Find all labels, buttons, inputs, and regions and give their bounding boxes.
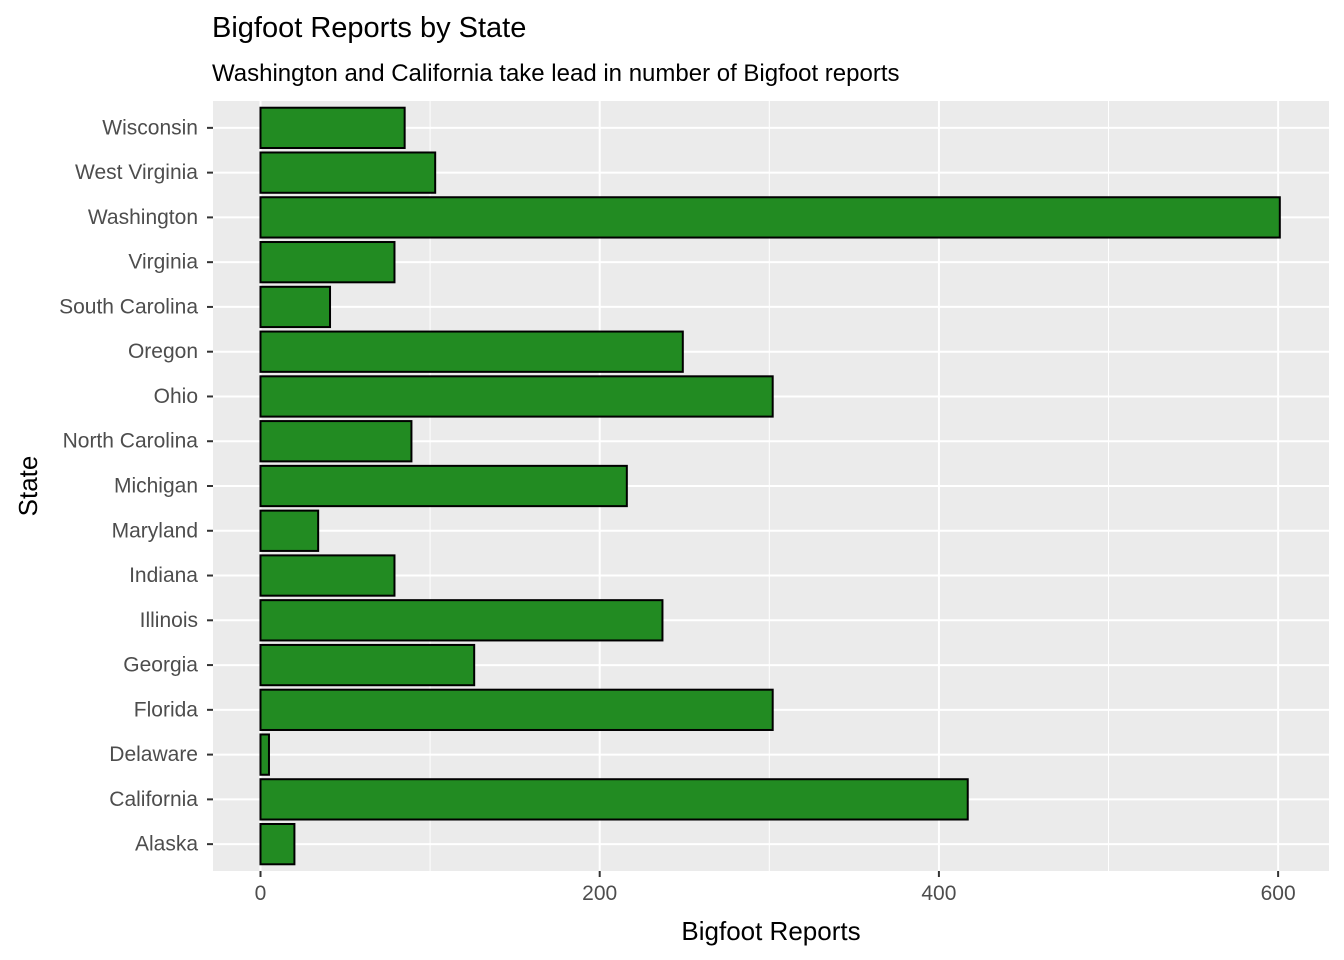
x-axis-title: Bigfoot Reports: [681, 916, 860, 946]
bar: [259, 733, 270, 776]
x-tick-label: 0: [255, 882, 267, 905]
bar: [259, 688, 774, 731]
x-tick-label: 400: [921, 882, 956, 905]
bar: [259, 285, 332, 329]
x-tick-label: 600: [1261, 882, 1296, 905]
y-tick-label: Ohio: [154, 385, 198, 408]
bars: [259, 106, 1281, 866]
chart-subtitle: Washington and California take lead in n…: [212, 60, 900, 87]
y-tick-label: Wisconsin: [102, 116, 198, 139]
y-tick-label: North Carolina: [63, 430, 199, 453]
bar: [259, 643, 476, 687]
y-tick-label: Alaska: [135, 833, 198, 856]
y-tick-label: West Virginia: [75, 161, 198, 184]
y-tick-label: South Carolina: [59, 295, 198, 318]
bar: [259, 822, 296, 866]
bar: [259, 241, 396, 284]
y-tick-label: Florida: [134, 698, 199, 721]
bar: [259, 106, 406, 150]
bar: [259, 599, 664, 642]
y-axis: Alaska California Delaware Florida Georgia Il…: [59, 116, 213, 856]
bar: [259, 151, 437, 194]
y-tick-label: California: [109, 788, 198, 811]
bar: [259, 554, 396, 597]
y-tick-label: Maryland: [112, 519, 198, 542]
bar: [259, 778, 969, 821]
x-tick-label: 200: [582, 882, 617, 905]
bar: [259, 420, 413, 463]
y-tick-label: Washington: [88, 206, 198, 229]
y-tick-label: Indiana: [129, 564, 198, 587]
y-tick-label: Illinois: [140, 609, 198, 632]
y-axis-title: State: [13, 456, 43, 517]
bar: [259, 375, 774, 418]
y-tick-label: Michigan: [114, 475, 198, 498]
bar: [259, 330, 684, 373]
y-tick-label: Georgia: [123, 654, 198, 677]
chart-title: Bigfoot Reports by State: [212, 12, 527, 44]
bar: [259, 464, 628, 508]
bar: [259, 509, 320, 552]
y-tick-label: Oregon: [128, 340, 198, 363]
y-tick-label: Virginia: [128, 251, 198, 274]
y-tick-label: Delaware: [109, 743, 198, 766]
x-axis: 0 200 400 600: [255, 871, 1296, 905]
bar: [259, 196, 1281, 239]
